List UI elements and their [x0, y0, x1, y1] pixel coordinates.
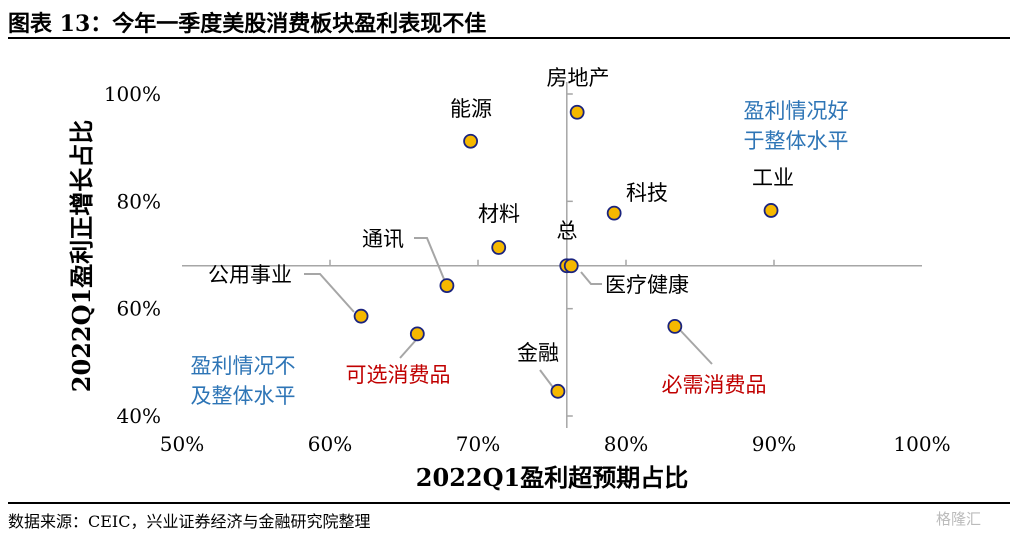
data-point-11 — [550, 383, 566, 399]
data-label-11: 金融 — [517, 341, 559, 365]
watermark: 格隆汇 — [936, 510, 982, 528]
data-label-0: 房地产 — [547, 66, 610, 90]
title-rule — [8, 37, 1010, 39]
source-note: 数据来源：CEIC，兴业证券经济与金融研究院整理 — [8, 512, 371, 531]
data-label-5: 总 — [557, 219, 578, 243]
quadrant-note-1-line-1: 及整体水平 — [191, 384, 296, 408]
data-label-7: 通讯 — [362, 227, 404, 251]
y-axis-title: 2022Q1盈利正增长占比 — [67, 120, 96, 392]
leader-line-9 — [399, 339, 417, 359]
data-label-9: 可选消费品 — [346, 363, 451, 387]
data-point-6 — [563, 258, 579, 274]
figure-title: 图表 13：今年一季度美股消费板块盈利表现不佳 — [8, 11, 487, 37]
leader-line-7 — [414, 237, 447, 285]
x-tick-label: 90% — [752, 432, 796, 456]
data-point-8 — [353, 308, 369, 324]
quadrant-note-1-line-0: 盈利情况不 — [191, 354, 296, 378]
x-tick-label: 70% — [456, 432, 500, 456]
x-tick-label: 60% — [308, 432, 352, 456]
x-axis-title: 2022Q1盈利超预期占比 — [416, 463, 688, 492]
leader-line-8 — [304, 273, 355, 313]
data-label-8: 公用事业 — [208, 263, 292, 287]
data-label-1: 能源 — [450, 97, 492, 121]
x-tick-label: 50% — [160, 432, 204, 456]
x-tick-label: 100% — [893, 432, 950, 456]
data-label-4: 材料 — [478, 202, 520, 226]
data-point-0 — [569, 104, 585, 120]
data-point-4 — [491, 240, 507, 255]
quadrant-note-0-line-0: 盈利情况好 — [744, 99, 849, 123]
y-tick-label: 40% — [117, 404, 161, 428]
y-tick-label: 80% — [117, 189, 161, 213]
data-label-6: 医疗健康 — [605, 273, 689, 297]
data-point-3 — [763, 203, 779, 218]
data-point-7 — [439, 278, 455, 293]
data-point-10 — [667, 318, 683, 334]
data-label-2: 科技 — [626, 181, 668, 205]
y-tick-label: 100% — [104, 82, 161, 106]
leader-line-6 — [580, 271, 602, 285]
data-point-2 — [606, 205, 622, 221]
data-point-1 — [463, 133, 479, 149]
x-tick-label: 80% — [604, 432, 648, 456]
leader-line-10 — [679, 329, 713, 365]
source-rule — [8, 502, 1010, 504]
data-label-10: 必需消费品 — [662, 373, 767, 397]
data-point-9 — [409, 326, 425, 342]
quadrant-note-0-line-1: 于整体水平 — [744, 129, 849, 153]
data-label-3: 工业 — [752, 166, 794, 190]
y-tick-label: 60% — [117, 297, 161, 321]
